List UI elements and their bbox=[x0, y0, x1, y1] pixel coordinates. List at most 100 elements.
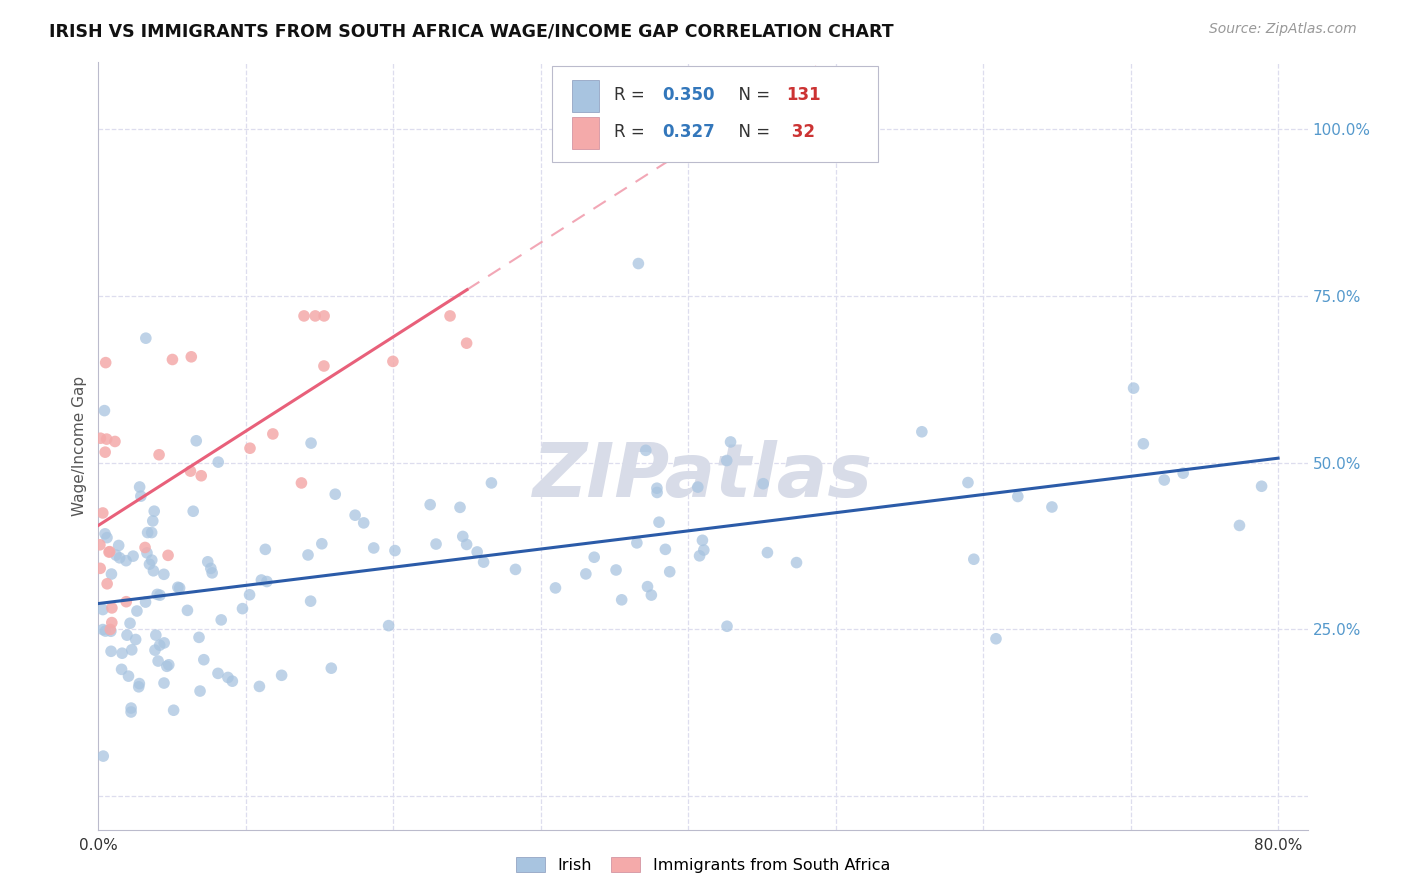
Point bbox=[439, 309, 461, 323]
Point bbox=[89, 538, 111, 552]
Point bbox=[270, 668, 292, 682]
Point bbox=[384, 543, 406, 558]
Point bbox=[101, 615, 124, 630]
Point bbox=[314, 309, 336, 323]
Point bbox=[89, 431, 111, 445]
Text: IRISH VS IMMIGRANTS FROM SOUTH AFRICA WAGE/INCOME GAP CORRELATION CHART: IRISH VS IMMIGRANTS FROM SOUTH AFRICA WA… bbox=[49, 22, 894, 40]
Point bbox=[122, 549, 145, 563]
Point bbox=[1229, 518, 1251, 533]
Point bbox=[128, 676, 150, 690]
Point bbox=[645, 481, 668, 495]
Point bbox=[254, 542, 277, 557]
Point bbox=[344, 508, 367, 523]
Point bbox=[135, 331, 157, 345]
Point bbox=[142, 564, 165, 578]
Point bbox=[686, 480, 709, 494]
Point bbox=[138, 558, 160, 572]
Point bbox=[239, 588, 262, 602]
Point bbox=[292, 309, 315, 323]
Point bbox=[786, 556, 808, 570]
Point bbox=[156, 659, 179, 673]
Point bbox=[720, 434, 742, 449]
Point bbox=[96, 576, 118, 591]
Legend: Irish, Immigrants from South Africa: Irish, Immigrants from South Africa bbox=[509, 851, 897, 880]
Point bbox=[250, 573, 273, 587]
Point bbox=[146, 654, 169, 668]
Point bbox=[162, 352, 184, 367]
Point bbox=[98, 623, 121, 637]
Point bbox=[94, 356, 117, 370]
Point bbox=[640, 588, 662, 602]
Point bbox=[217, 670, 239, 684]
Point bbox=[1122, 381, 1144, 395]
Point bbox=[312, 359, 335, 373]
Point bbox=[911, 425, 934, 439]
Point bbox=[153, 636, 176, 650]
Point bbox=[91, 602, 114, 616]
Point bbox=[256, 574, 278, 589]
Point bbox=[141, 553, 163, 567]
Text: R =: R = bbox=[613, 87, 650, 104]
Point bbox=[169, 581, 191, 595]
Point bbox=[107, 539, 129, 553]
Point bbox=[209, 613, 232, 627]
Point bbox=[157, 657, 180, 672]
Point bbox=[128, 680, 150, 694]
Point bbox=[627, 256, 650, 270]
Point bbox=[153, 676, 176, 690]
Point bbox=[321, 661, 343, 675]
Point bbox=[634, 443, 657, 458]
Text: 0.327: 0.327 bbox=[662, 123, 714, 141]
Point bbox=[200, 561, 222, 575]
Point bbox=[472, 555, 495, 569]
Point bbox=[105, 548, 128, 562]
Text: 0.350: 0.350 bbox=[662, 87, 714, 104]
Point bbox=[605, 563, 627, 577]
Point bbox=[465, 545, 488, 559]
Point bbox=[89, 561, 111, 575]
Point bbox=[544, 581, 567, 595]
Point bbox=[101, 601, 124, 615]
Point bbox=[115, 595, 138, 609]
Point bbox=[111, 646, 134, 660]
Point bbox=[124, 632, 146, 647]
Point bbox=[167, 580, 190, 594]
Point bbox=[984, 632, 1007, 646]
Point bbox=[96, 531, 118, 545]
Point bbox=[381, 354, 404, 368]
Point bbox=[311, 537, 333, 551]
Text: 32: 32 bbox=[786, 123, 815, 141]
Point bbox=[125, 604, 148, 618]
Point bbox=[91, 506, 114, 520]
Point bbox=[118, 616, 141, 631]
Point bbox=[115, 628, 138, 642]
Point bbox=[180, 350, 202, 364]
Point bbox=[188, 631, 211, 645]
Point bbox=[146, 587, 169, 601]
Point bbox=[637, 580, 659, 594]
Point bbox=[1132, 437, 1154, 451]
Point bbox=[451, 529, 474, 543]
Point bbox=[149, 638, 172, 652]
FancyBboxPatch shape bbox=[572, 117, 599, 149]
Point bbox=[1153, 473, 1175, 487]
Point bbox=[689, 549, 711, 563]
Point bbox=[153, 567, 176, 582]
Point bbox=[141, 525, 163, 540]
Point bbox=[610, 592, 633, 607]
Point bbox=[197, 555, 219, 569]
Point bbox=[121, 643, 143, 657]
Point bbox=[756, 545, 779, 559]
Point bbox=[290, 475, 312, 490]
Point bbox=[207, 455, 229, 469]
Point bbox=[505, 562, 527, 576]
Point bbox=[425, 537, 447, 551]
Point bbox=[297, 548, 319, 562]
Point bbox=[143, 643, 166, 657]
Point bbox=[100, 644, 122, 658]
Text: 131: 131 bbox=[786, 87, 821, 104]
Point bbox=[299, 594, 322, 608]
Text: R =: R = bbox=[613, 123, 650, 141]
Point bbox=[94, 526, 117, 541]
Point bbox=[752, 476, 775, 491]
